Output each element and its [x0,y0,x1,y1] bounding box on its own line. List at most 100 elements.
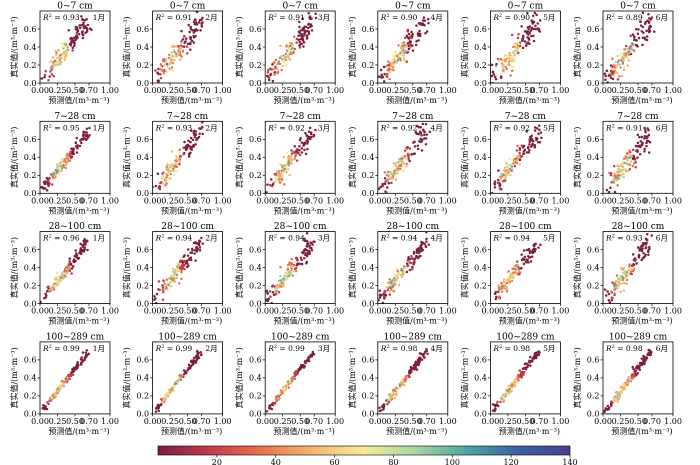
scatter-point [647,30,651,34]
x-tick-label: 0.50 [291,307,309,316]
scatter-point [309,131,313,134]
scatter-point [530,138,534,141]
scatter-point [615,66,618,69]
scatter-point [617,59,620,62]
x-tick-label: 0.70 [643,417,661,426]
y-tick-label: 0.4 [587,153,600,162]
scatter-point [308,126,312,130]
scatter-point [506,58,510,61]
y-tick-label: 0.6 [587,135,600,144]
scatter-point [392,284,395,287]
scatter-point [528,140,532,143]
y-tick-label: 0.0 [136,410,149,419]
scatter-point [490,63,494,67]
scatter-point [187,155,191,158]
scatter-point [183,140,186,144]
scatter-point [411,367,414,370]
scatter-point [502,282,505,286]
y-tick-label: 0.4 [474,153,487,162]
x-tick-label: 1.00 [101,417,119,426]
scatter-point [516,47,519,50]
scatter-point [172,167,175,170]
scatter-point [75,146,79,149]
month-label: 2月 [205,13,217,22]
scatter-point [279,175,282,178]
scatter-point [55,54,58,57]
scatter-point [306,252,309,255]
scatter-point [500,290,504,293]
scatter-point [522,150,526,153]
y-tick-label: 0.2 [24,392,37,401]
scatter-point [56,163,59,166]
scatter-point [498,286,502,289]
x-tick-label: 0.25 [612,307,630,316]
y-tick-label: 0.0 [587,410,600,419]
x-tick-label: 0.50 [516,86,534,95]
scatter-point [190,258,193,262]
scatter-point [86,240,89,243]
scatter-point [619,164,622,167]
scatter-point [413,145,417,148]
scatter-point [631,148,635,152]
scatter-point [521,46,525,50]
scatter-point [397,283,401,287]
scatter-point [179,58,182,61]
scatter-point [520,376,524,379]
scatter-point [616,61,620,64]
scatter-point [631,365,635,369]
scatter-point [502,398,505,401]
scatter-point [383,182,387,186]
scatter-point [194,249,198,252]
scatter-point [387,177,391,180]
scatter-point [606,290,609,293]
y-tick-label: 0.6 [362,356,375,365]
subplot: 28~100 cm0.00.20.40.60.00 0.25 0.500.70 1.0… [122,222,232,326]
y-tick-label: 0.4 [362,43,375,52]
scatter-point [424,244,428,248]
scatter-point [403,149,407,152]
scatter-point [509,275,512,279]
scatter-point [189,251,192,255]
scatter-point [528,148,531,152]
scatter-point [412,261,415,265]
scatter-point [60,380,64,383]
scatter-point [633,259,636,262]
scatter-point [538,128,541,132]
scatter-point [526,258,529,262]
scatter-point [501,61,504,64]
scatter-point [416,147,420,151]
scatter-point [631,157,635,161]
scatter-point [184,37,188,40]
scatter-point [533,145,537,149]
scatter-point [402,169,406,172]
scatter-point [189,25,192,29]
scatter-point [45,290,49,293]
scatter-point [613,190,617,194]
scatter-point [407,47,411,51]
scatter-point [511,267,514,271]
scatter-point [618,74,621,78]
scatter-point [649,25,652,28]
scatter-point [629,272,632,275]
scatter-point [276,71,279,75]
scatter-point [608,74,611,77]
scatter-points [490,11,542,83]
scatter-point [178,158,181,161]
scatter-point [66,46,69,49]
scatter-point [265,409,269,413]
scatter-point [379,68,383,72]
scatter-point [276,172,280,176]
scatter-point [56,170,60,173]
scatter-point [608,72,611,75]
scatter-point [420,149,424,152]
scatter-point [276,66,279,69]
scatter-point [503,394,506,397]
scatter-point [285,64,288,67]
scatter-point [305,231,309,235]
scatter-point [50,65,54,68]
scatter-point [80,15,83,18]
scatter-point [180,29,183,33]
scatter-point [392,277,396,280]
scatter-point [392,174,396,177]
scatter-point [287,386,291,389]
